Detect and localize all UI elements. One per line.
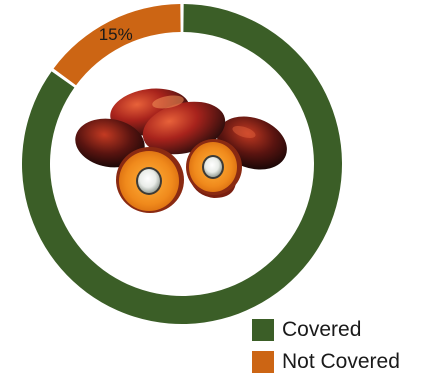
cut-fruit-right — [186, 139, 242, 198]
legend-swatch-covered — [252, 319, 274, 341]
palm-fruit-image — [75, 88, 287, 213]
slice-not-covered — [53, 4, 181, 86]
legend-label-not-covered: Not Covered — [282, 350, 400, 373]
data-label-not-covered: 15% — [99, 25, 133, 44]
slice-group — [21, 4, 342, 324]
legend-item-not-covered: Not Covered — [252, 346, 434, 378]
legend-item-covered: Covered — [252, 314, 434, 346]
cut-fruit-left — [116, 147, 184, 213]
legend: Covered Not Covered — [252, 314, 434, 378]
legend-swatch-not-covered — [252, 351, 274, 373]
slice-label-group: 15% — [99, 25, 133, 44]
legend-label-covered: Covered — [282, 318, 362, 341]
